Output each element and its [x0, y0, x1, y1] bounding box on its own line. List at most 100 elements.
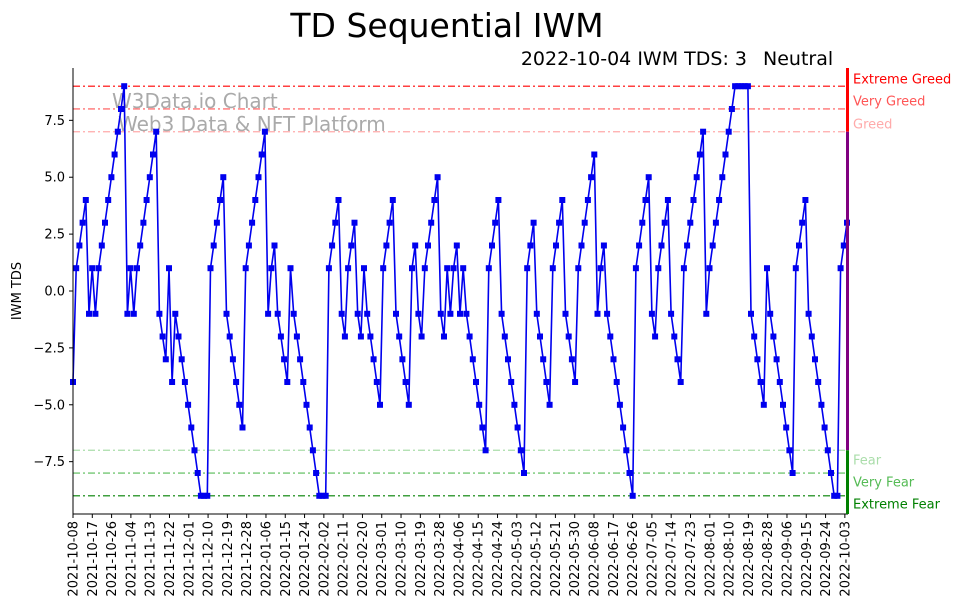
data-point-101 — [393, 310, 399, 317]
data-point-4 — [82, 197, 89, 203]
data-point-149 — [546, 401, 553, 408]
data-point-123 — [463, 310, 470, 317]
data-point-135 — [501, 333, 508, 340]
data-point-105 — [405, 401, 412, 408]
data-point-229 — [802, 197, 809, 203]
data-point-59 — [258, 151, 265, 158]
data-point-147 — [540, 356, 547, 363]
data-point-200 — [709, 242, 716, 249]
data-point-125 — [469, 356, 476, 363]
data-point-62 — [268, 265, 275, 272]
data-point-69 — [290, 310, 297, 317]
x-tick-label-0: 2021-10-08 — [67, 521, 82, 597]
data-point-240 — [837, 265, 844, 272]
data-point-77 — [316, 492, 323, 499]
data-point-195 — [693, 174, 700, 181]
data-point-213 — [751, 333, 758, 340]
data-point-151 — [553, 242, 559, 249]
data-point-42 — [204, 492, 211, 499]
data-point-17 — [124, 310, 131, 317]
data-point-22 — [140, 219, 147, 226]
data-point-74 — [306, 424, 313, 431]
data-point-14 — [114, 128, 121, 135]
data-point-124 — [466, 333, 473, 340]
x-tick-label-2: 2021-10-26 — [105, 521, 120, 597]
data-point-64 — [274, 310, 281, 317]
data-point-172 — [620, 424, 627, 431]
x-tick-label-24: 2022-05-12 — [530, 521, 545, 597]
data-point-222 — [780, 401, 786, 408]
data-point-224 — [786, 447, 793, 454]
data-point-126 — [473, 379, 479, 385]
data-point-159 — [578, 242, 585, 249]
data-point-95 — [373, 379, 380, 385]
data-point-80 — [325, 265, 332, 272]
tds-series — [70, 83, 850, 499]
data-point-231 — [808, 333, 815, 340]
data-point-115 — [437, 310, 444, 317]
data-point-8 — [95, 265, 102, 272]
data-point-73 — [303, 401, 310, 408]
data-point-89 — [354, 310, 361, 317]
data-point-28 — [159, 333, 166, 340]
data-point-5 — [86, 310, 92, 317]
zone-label-2: Greed — [853, 118, 892, 133]
data-point-12 — [108, 174, 115, 181]
data-point-152 — [556, 219, 563, 226]
data-point-82 — [332, 219, 339, 226]
data-point-60 — [261, 128, 268, 135]
data-point-209 — [738, 83, 745, 90]
data-point-182 — [652, 333, 659, 340]
data-point-203 — [719, 174, 726, 181]
subtitle-date: 2022-10-04 — [521, 48, 631, 70]
data-point-118 — [447, 310, 454, 317]
data-point-210 — [741, 83, 748, 90]
data-point-146 — [537, 333, 543, 340]
data-point-1 — [73, 265, 80, 272]
x-tick-label-36: 2022-08-28 — [761, 521, 776, 597]
data-point-237 — [828, 470, 834, 476]
data-point-55 — [245, 242, 252, 249]
x-tick-label-15: 2022-02-20 — [356, 521, 371, 597]
data-point-40 — [197, 492, 204, 499]
x-tick-label-35: 2022-08-19 — [742, 521, 757, 597]
data-point-142 — [524, 265, 531, 272]
data-point-204 — [722, 151, 729, 158]
data-point-181 — [648, 310, 655, 317]
zone-lines — [73, 85, 848, 497]
data-point-38 — [191, 447, 198, 454]
x-tick-label-34: 2022-08-10 — [723, 521, 738, 597]
x-tick-label-16: 2022-03-01 — [375, 521, 390, 597]
x-tick-label-28: 2022-06-17 — [607, 521, 622, 597]
y-tick-label-1: −5.0 — [33, 398, 65, 413]
data-point-128 — [479, 424, 486, 431]
data-point-71 — [297, 356, 304, 363]
data-point-85 — [341, 333, 348, 340]
data-point-136 — [505, 356, 511, 363]
x-tick-label-21: 2022-04-15 — [472, 521, 487, 597]
data-point-58 — [255, 174, 262, 181]
data-point-226 — [792, 265, 799, 272]
data-point-32 — [172, 310, 179, 317]
data-point-176 — [632, 265, 639, 272]
data-point-68 — [287, 265, 294, 272]
data-point-117 — [444, 265, 451, 272]
data-point-72 — [300, 379, 307, 385]
data-point-52 — [236, 401, 243, 408]
zone-label-1: Very Greed — [853, 95, 925, 110]
data-point-29 — [162, 356, 169, 363]
data-point-11 — [105, 197, 112, 203]
data-point-87 — [348, 242, 355, 249]
data-point-111 — [425, 242, 431, 249]
x-tick-label-25: 2022-05-21 — [549, 521, 564, 597]
data-point-92 — [364, 310, 371, 317]
data-point-158 — [575, 265, 582, 272]
x-tick-label-23: 2022-05-03 — [510, 521, 525, 597]
data-point-36 — [185, 401, 192, 408]
data-point-183 — [655, 265, 662, 272]
data-point-39 — [194, 470, 201, 476]
data-point-46 — [217, 197, 224, 203]
data-point-96 — [377, 401, 383, 408]
data-point-173 — [623, 447, 630, 454]
x-tick-label-11: 2022-01-15 — [279, 521, 294, 597]
